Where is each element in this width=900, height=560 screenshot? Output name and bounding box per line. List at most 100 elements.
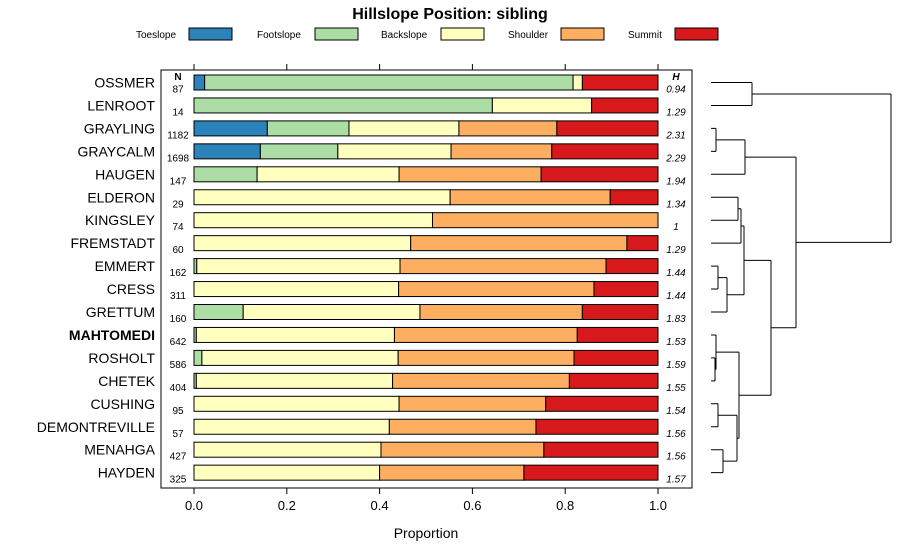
dendrogram-branches bbox=[711, 82, 892, 474]
bar-graycalm-backslope bbox=[337, 143, 452, 160]
n-value-mahtomedi: 642 bbox=[170, 337, 187, 348]
bar-grettum-summit bbox=[581, 304, 659, 320]
n-value-elderon: 29 bbox=[172, 199, 184, 210]
n-value-rosholt: 586 bbox=[170, 360, 187, 371]
h-value-kingsley: 1 bbox=[673, 222, 679, 233]
legend-label-summit: Summit bbox=[628, 30, 662, 41]
bar-grayling-toeslope bbox=[193, 120, 268, 137]
h-value-demontreville: 1.56 bbox=[666, 429, 686, 440]
x-tick-label-4: 0.8 bbox=[556, 498, 574, 513]
legend-label-shoulder: Shoulder bbox=[508, 30, 549, 41]
n-value-grayling: 1182 bbox=[167, 130, 189, 141]
bar-menahga-shoulder bbox=[380, 441, 545, 458]
bar-elderon-shoulder bbox=[449, 189, 611, 206]
category-label-chetek: CHETEK bbox=[98, 373, 155, 389]
cluster-dendrogram bbox=[711, 82, 892, 474]
n-value-kingsley: 74 bbox=[172, 222, 184, 233]
category-label-cress: CRESS bbox=[107, 281, 155, 297]
x-tick-label-1: 0.2 bbox=[278, 498, 296, 513]
x-tick-label-3: 0.6 bbox=[463, 498, 481, 513]
h-value-elderon: 1.34 bbox=[666, 199, 686, 210]
legend-label-footslope: Footslope bbox=[257, 30, 301, 41]
n-value-graycalm: 1698 bbox=[167, 153, 190, 164]
bar-ossmer-backslope bbox=[572, 74, 583, 91]
h-value-fremstadt: 1.29 bbox=[666, 245, 686, 256]
bar-graycalm-shoulder bbox=[450, 143, 553, 160]
bar-rows: OSSMER 87 0.94 LENROOT 14 1.29 GRAYLING 1182 2.3… bbox=[37, 74, 686, 486]
bar-cress-backslope bbox=[193, 281, 400, 298]
bar-emmert-summit bbox=[605, 258, 659, 275]
bar-haugen-footslope bbox=[193, 166, 258, 183]
bar-emmert-backslope bbox=[196, 258, 401, 275]
bar-kingsley-shoulder bbox=[431, 212, 659, 229]
h-value-emmert: 1.44 bbox=[666, 268, 686, 279]
bar-lenroot-backslope bbox=[491, 97, 593, 114]
h-column-header: H bbox=[672, 72, 680, 83]
legend-swatch-toeslope bbox=[188, 27, 233, 41]
bar-cress-summit bbox=[593, 281, 659, 298]
category-label-mahtomedi: MAHTOMEDI bbox=[69, 327, 155, 343]
h-value-ossmer: 0.94 bbox=[666, 85, 686, 96]
bar-demontreville-shoulder bbox=[388, 418, 537, 435]
category-label-elderon: ELDERON bbox=[87, 189, 155, 205]
category-label-kingsley: KINGSLEY bbox=[85, 212, 156, 228]
bar-demontreville-summit bbox=[535, 418, 659, 435]
bar-grayling-footslope bbox=[266, 120, 350, 137]
category-label-grettum: GRETTUM bbox=[86, 304, 155, 320]
bar-grayling-backslope bbox=[348, 120, 460, 137]
bar-ossmer-footslope bbox=[204, 74, 574, 91]
h-value-menahga: 1.56 bbox=[666, 452, 686, 463]
h-value-grettum: 1.83 bbox=[666, 314, 686, 325]
h-value-rosholt: 1.59 bbox=[666, 360, 686, 371]
bar-grettum-shoulder bbox=[419, 304, 583, 320]
bar-graycalm-toeslope bbox=[193, 143, 261, 160]
n-value-grettum: 160 bbox=[170, 314, 187, 325]
n-value-cress: 311 bbox=[170, 291, 186, 302]
n-value-lenroot: 14 bbox=[172, 107, 184, 118]
category-label-lenroot: LENROOT bbox=[87, 97, 155, 113]
h-value-haugen: 1.94 bbox=[666, 176, 686, 187]
h-value-cushing: 1.54 bbox=[666, 406, 686, 417]
h-value-graycalm: 2.29 bbox=[665, 153, 686, 164]
bar-menahga-backslope bbox=[193, 441, 382, 458]
x-tick-label-0: 0.0 bbox=[185, 498, 203, 513]
category-label-grayling: GRAYLING bbox=[84, 120, 155, 136]
n-value-menahga: 427 bbox=[170, 452, 187, 463]
bar-lenroot-footslope bbox=[193, 97, 493, 114]
legend-swatch-backslope bbox=[440, 27, 485, 41]
bar-emmert-shoulder bbox=[399, 258, 607, 275]
category-label-menahga: MENAHGA bbox=[84, 442, 155, 458]
n-column-header: N bbox=[174, 72, 181, 83]
bar-hayden-shoulder bbox=[379, 464, 525, 481]
n-value-cushing: 95 bbox=[172, 406, 184, 417]
n-value-hayden: 325 bbox=[170, 475, 187, 486]
h-value-chetek: 1.55 bbox=[666, 383, 686, 394]
bar-mahtomedi-summit bbox=[576, 326, 659, 343]
bar-graycalm-footslope bbox=[259, 143, 339, 160]
bar-chetek-shoulder bbox=[392, 372, 570, 389]
legend-swatch-footslope bbox=[314, 27, 359, 41]
bar-lenroot-summit bbox=[591, 97, 659, 114]
bar-grayling-summit bbox=[556, 120, 659, 137]
bar-chetek-summit bbox=[568, 372, 659, 389]
bar-rosholt-backslope bbox=[201, 349, 399, 366]
legend: Toeslope Footslope Backslope Shoulder Summit bbox=[136, 27, 719, 41]
bar-mahtomedi-backslope bbox=[195, 326, 395, 343]
bar-fremstadt-backslope bbox=[193, 235, 412, 252]
x-axis-label: Proportion bbox=[394, 525, 459, 541]
bar-graycalm-summit bbox=[551, 143, 659, 160]
bar-grettum-footslope bbox=[193, 304, 244, 320]
plot-panel bbox=[160, 69, 693, 489]
bar-rosholt-footslope bbox=[193, 349, 203, 366]
h-value-lenroot: 1.29 bbox=[666, 107, 686, 118]
category-label-cushing: CUSHING bbox=[90, 396, 155, 412]
bar-cress-shoulder bbox=[398, 281, 595, 298]
bar-grayling-shoulder bbox=[458, 120, 558, 137]
category-label-demontreville: DEMONTREVILLE bbox=[37, 419, 155, 435]
bar-elderon-summit bbox=[609, 189, 659, 206]
x-axis: 0.0 0.2 0.4 0.6 0.8 1.0 bbox=[185, 64, 667, 513]
legend-label-toeslope: Toeslope bbox=[136, 30, 176, 41]
category-label-graycalm: GRAYCALM bbox=[77, 143, 155, 159]
category-label-rosholt: ROSHOLT bbox=[88, 350, 155, 366]
category-label-fremstadt: FREMSTADT bbox=[70, 235, 155, 251]
